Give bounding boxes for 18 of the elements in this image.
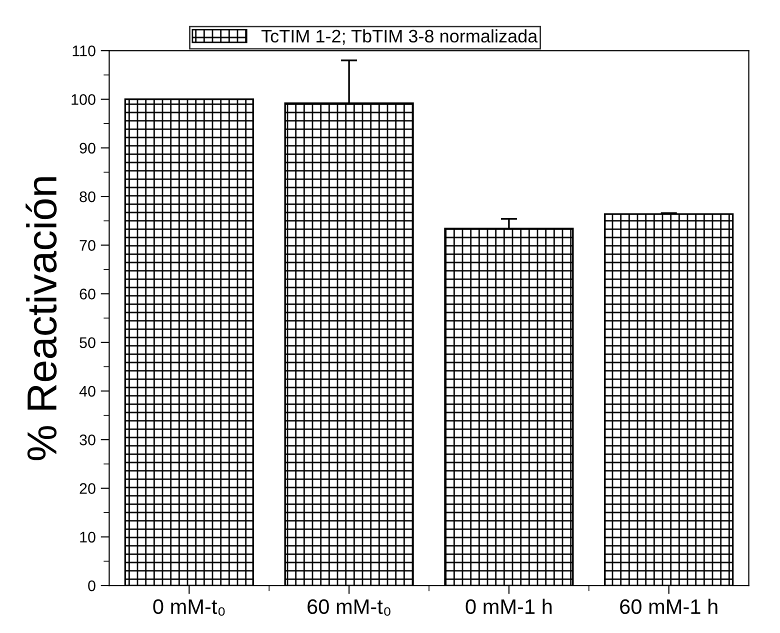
- x-tick-label: 0 mM-1 h: [466, 598, 552, 614]
- y-tick-label: 30: [80, 434, 96, 446]
- x-tick-label: 60 mM-1 h: [620, 598, 718, 614]
- y-tick-label: 90: [80, 142, 96, 154]
- y-tick-label: 70: [80, 240, 96, 251]
- y-tick-label: 10: [80, 532, 96, 543]
- legend-label: TcTIM 1-2; TbTIM 3-8 normalizada: [261, 29, 538, 45]
- y-tick-label: 40: [79, 386, 96, 397]
- y-tick-label: 80: [80, 191, 96, 202]
- y-axis-title: % Reactivación: [26, 177, 57, 460]
- y-tick-label: 60: [80, 288, 96, 300]
- y-tick-label: 50: [80, 337, 96, 348]
- x-tick-label: 60 mM-t₀: [308, 599, 390, 616]
- y-tick-label: 0: [88, 580, 96, 592]
- y-tick-label: 110: [72, 46, 96, 56]
- y-tick-label: 20: [80, 483, 96, 494]
- y-tick-label: 100: [72, 94, 96, 105]
- x-tick-label: 0 mM-t₀: [153, 599, 225, 616]
